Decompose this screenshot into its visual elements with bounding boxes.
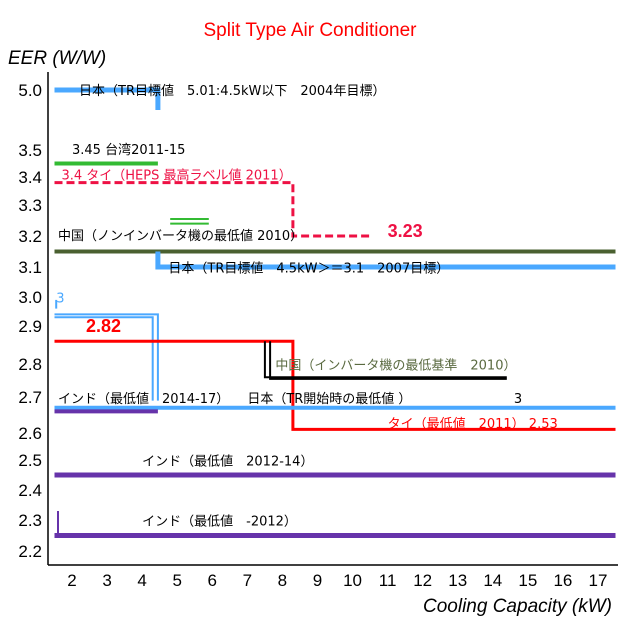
x-tick-label: 5: [172, 571, 181, 590]
annotation-label: 中国（インバータ機の最低基準 2010）: [275, 358, 516, 374]
x-tick-label: 6: [208, 571, 217, 590]
x-tick-label: 13: [448, 571, 467, 590]
y-tick-label: 3.1: [18, 258, 42, 277]
annotation-label: 3.4 タイ（HEPS 最高ラベル値 2011）: [61, 168, 291, 184]
annotation-label: 3.45 台湾2011-15: [72, 142, 185, 158]
x-tick-label: 15: [518, 571, 537, 590]
y-tick-label: 3.4: [18, 168, 42, 187]
annotation-label: 3.23: [388, 221, 423, 241]
annotation-label: 日本（TR目標値 4.5kW＞＝3.1 2007目標）: [168, 261, 449, 277]
chart-title: Split Type Air Conditioner: [204, 20, 418, 41]
y-tick-label: 3.2: [18, 227, 42, 246]
x-tick-label: 10: [343, 571, 362, 590]
x-tick-label: 4: [137, 571, 146, 590]
x-tick-label: 7: [243, 571, 252, 590]
annotation-label: 日本（TR目標値 5.01:4.5kW以下 2004年目標）: [79, 83, 385, 99]
x-tick-label: 16: [553, 571, 572, 590]
series-line: [54, 313, 159, 401]
y-tick-label: 2.9: [18, 317, 42, 336]
annotation-label: 日本（TR開始時の最低値 ）: [247, 391, 411, 407]
y-tick-label: 2.8: [18, 355, 42, 374]
y-tick-label: 3.0: [18, 288, 42, 307]
annotation-label: 3: [56, 291, 64, 306]
x-tick-label: 3: [102, 571, 111, 590]
series-line: [269, 341, 507, 380]
y-tick-label: 2.6: [18, 424, 42, 443]
x-tick-label: 17: [589, 571, 608, 590]
x-tick-label: 14: [483, 571, 502, 590]
y-tick-label: 2.2: [18, 542, 42, 561]
x-tick-labels: 2 3 4 5 6 7 8 9 10 11 12 13 14 15 16 17: [67, 571, 607, 590]
series-line: [54, 316, 154, 401]
x-axis-label: Cooling Capacity (kW): [423, 596, 612, 617]
y-tick-label: 2.7: [18, 388, 42, 407]
annotation-label: 2.82: [86, 316, 121, 336]
annotation-label: タイ（最低値 2011） 2.53: [388, 416, 558, 432]
y-tick-label: 3.5: [18, 141, 42, 160]
annotation-label: インド（最低値 -2012）: [142, 514, 297, 530]
series-line: [155, 251, 616, 270]
x-tick-label: 8: [278, 571, 287, 590]
x-tick-label: 11: [379, 571, 397, 590]
x-tick-label: 2: [67, 571, 76, 590]
x-tick-label: 12: [413, 571, 432, 590]
y-tick-label: 2.5: [18, 451, 42, 470]
annotations: 日本（TR目標値 5.01:4.5kW以下 2004年目標） 3.45 台湾201…: [56, 83, 558, 530]
annotation-label: 3: [514, 392, 522, 407]
series-line: [54, 87, 161, 110]
y-axis-label: EER (W/W): [8, 48, 106, 69]
y-tick-labels: 5.0 3.5 3.4 3.3 3.2 3.1 3.0 2.9 2.8 2.7 2.6 2.5 2.4 2…: [18, 81, 42, 561]
annotation-label: 中国（ノンインバータ機の最低値 2010）: [58, 228, 303, 244]
y-tick-label: 3.3: [18, 196, 42, 215]
axes: [47, 72, 618, 566]
x-tick-label: 9: [313, 571, 322, 590]
annotation-label: インド（最低値 2014-17）: [58, 391, 229, 407]
y-tick-label: 2.3: [18, 511, 42, 530]
series-lines: [54, 87, 616, 538]
series-line: [54, 339, 616, 431]
y-tick-label: 5.0: [18, 81, 42, 100]
y-tick-label: 2.4: [18, 481, 42, 500]
series-line: [54, 181, 371, 238]
series-line: [263, 341, 507, 379]
annotation-label: インド（最低値 2012-14）: [142, 454, 313, 470]
